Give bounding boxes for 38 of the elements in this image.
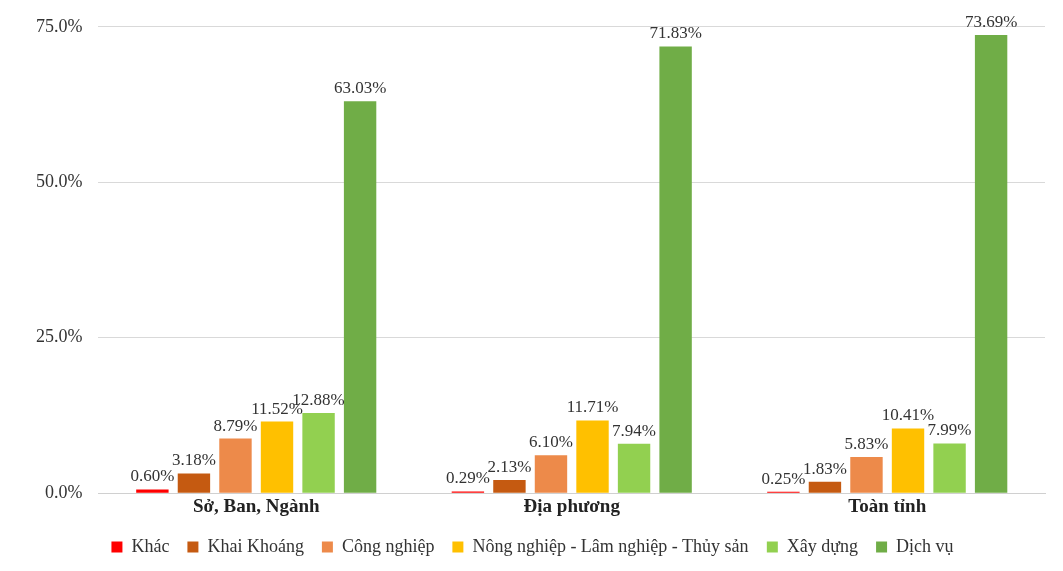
data-label: 7.94%: [612, 420, 657, 440]
bar: [343, 101, 377, 493]
bar: [219, 438, 252, 493]
bar: [659, 46, 692, 493]
bar: [617, 443, 651, 493]
bar: [808, 481, 842, 493]
legend-label: Khác: [131, 535, 170, 556]
legend-label: Khai Khoáng: [207, 535, 304, 556]
bar: [891, 428, 925, 493]
data-label: 11.71%: [566, 397, 619, 417]
y-tick-label: 25.0%: [35, 326, 83, 347]
bar: [534, 455, 568, 493]
data-label: 5.83%: [844, 433, 889, 453]
bar: [850, 456, 883, 493]
y-tick-label: 50.0%: [35, 171, 83, 191]
y-tick-label: 75.0%: [35, 15, 83, 36]
bar: [136, 489, 169, 493]
y-tick-label: 0.0%: [44, 481, 83, 502]
bar: [933, 443, 966, 493]
data-label: 2.13%: [487, 456, 532, 476]
bar: [177, 473, 211, 493]
bar: [493, 479, 526, 493]
data-label: 6.10%: [529, 432, 573, 452]
bar: [260, 421, 294, 493]
data-label: 8.79%: [213, 415, 258, 435]
x-tick-label: Địa phương: [523, 494, 621, 516]
legend-label: Nông nghiệp - Lâm nghiệp - Thủy sản: [472, 535, 749, 556]
legend-label: Công nghiệp: [341, 535, 435, 556]
data-label: 71.83%: [649, 23, 702, 43]
x-tick-label: Toàn tỉnh: [848, 494, 927, 516]
bar: [974, 34, 1008, 493]
legend-label: Dịch vụ: [896, 535, 954, 556]
x-tick-label: Sở, Ban, Ngành: [192, 494, 321, 516]
data-label: 73.69%: [964, 11, 1018, 31]
data-label: 63.03%: [333, 78, 387, 98]
legend-label: Xây dựng: [786, 535, 859, 556]
bar: [302, 413, 335, 493]
bar: [576, 420, 609, 493]
